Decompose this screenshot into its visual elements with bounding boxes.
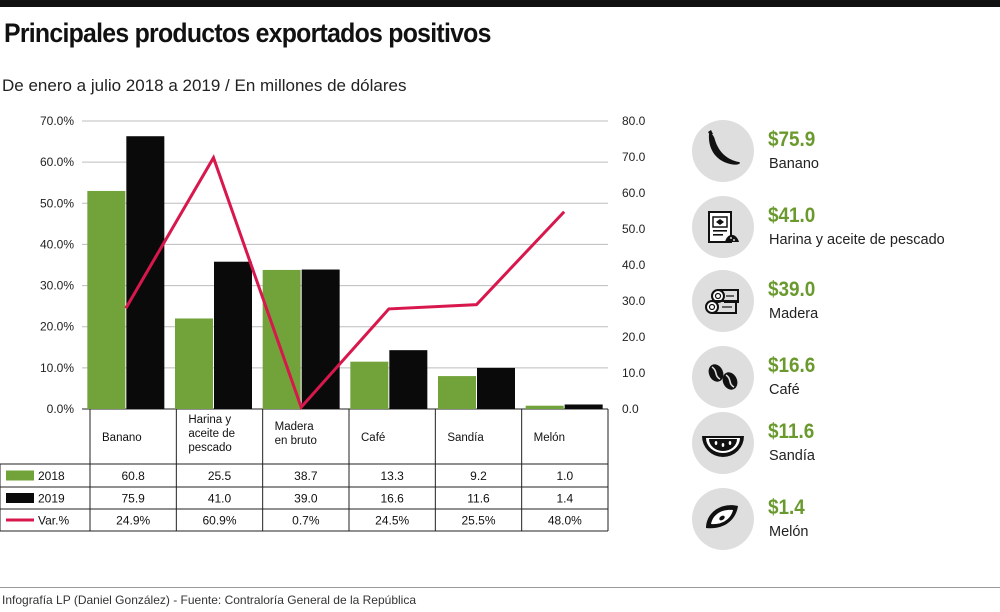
table-cell-value: 9.2 (470, 469, 487, 483)
product-value: $39.0 (768, 278, 816, 301)
variation-line (124, 154, 566, 411)
y-right-tick-label: 20.0 (622, 330, 646, 344)
bar-2019-2 (301, 269, 340, 409)
table-cell-value: 39.0 (294, 492, 318, 506)
category-label: Café (361, 432, 385, 444)
wood-badge (692, 270, 754, 332)
category-label: Banano (102, 432, 142, 444)
table-cell-value: 25.5% (461, 514, 495, 528)
category-label: Madera (275, 421, 315, 433)
footer-rule (0, 587, 1000, 588)
category-label: pescado (188, 442, 231, 454)
fishmeal-icon (708, 211, 739, 243)
table-cell-value: 1.4 (556, 492, 573, 506)
product-value: $11.6 (768, 420, 815, 443)
watermelon-badge (692, 412, 754, 474)
combo-chart: 70.0% 60.0% 50.0% 40.0% 30.0% 20.0% 10.0% 0.0% 8… (0, 114, 646, 532)
y-left-tick-label: 70.0% (40, 114, 74, 128)
y-left-tick-label: 40.0% (40, 237, 74, 251)
table-cell-value: 75.9 (121, 492, 145, 506)
bar-2018-0 (87, 190, 126, 409)
bar-2018-3 (350, 361, 389, 409)
product-label: Sandía (769, 448, 815, 464)
product-label: Café (769, 382, 800, 398)
y-left-tick-label: 0.0% (47, 402, 75, 416)
table-cell-value: 41.0 (208, 492, 232, 506)
y-right-tick-label: 60.0 (622, 186, 646, 200)
category-label: Sandía (447, 432, 484, 444)
top-rule (0, 0, 1000, 7)
table-cell-value: 16.6 (380, 492, 404, 506)
category-label: aceite de (188, 428, 235, 440)
table-cell-value: 24.5% (375, 514, 409, 528)
y-right-tick-label: 80.0 (622, 114, 646, 128)
y-left-tick-label: 50.0% (40, 196, 74, 210)
bar-2019-5 (564, 404, 603, 409)
table-cell-value: 13.3 (380, 469, 404, 483)
banana-icon (708, 130, 740, 165)
product-value: $75.9 (768, 128, 816, 151)
wood-icon (705, 289, 739, 314)
y-left-tick-label: 10.0% (40, 361, 74, 375)
y-right-tick-label: 70.0 (622, 150, 646, 164)
table-cell-value: 38.7 (294, 469, 318, 483)
product-label: Banano (769, 156, 819, 172)
bar-2018-5 (525, 405, 564, 409)
table-cell-value: 11.6 (467, 492, 490, 506)
category-label: Harina y (188, 414, 231, 426)
banana-badge (692, 120, 754, 182)
table-cell-value: 0.7% (292, 514, 320, 528)
product-label: Harina y aceite de pescado (769, 232, 945, 248)
melon-badge (692, 488, 754, 550)
source-footer: Infografía LP (Daniel González) - Fuente… (2, 593, 417, 607)
watermelon-icon (702, 436, 744, 457)
product-value: $41.0 (768, 204, 816, 227)
legend-label: 2019 (38, 492, 65, 506)
legend-label: Var.% (38, 514, 69, 528)
category-label: Melón (534, 432, 565, 444)
bar-2019-1 (214, 261, 252, 409)
y-right-tick-label: 10.0 (622, 366, 646, 380)
bar-2018-1 (175, 318, 213, 409)
bar-2018-4 (438, 376, 476, 409)
product-value: $1.4 (768, 496, 805, 519)
y-right-tick-label: 0.0 (622, 402, 639, 416)
chart-subtitle: De enero a julio 2018 a 2019 / En millon… (2, 76, 407, 95)
table-cell-value: 60.8 (121, 469, 145, 483)
legend-swatch-2018 (6, 470, 34, 481)
legend-swatch-2019 (6, 493, 34, 503)
table-cell-value: 24.9% (116, 514, 150, 528)
legend-label: 2018 (38, 469, 65, 483)
y-right-tick-label: 50.0 (622, 222, 646, 236)
product-label: Melón (769, 524, 809, 540)
y-left-tick-label: 60.0% (40, 155, 74, 169)
y-left-tick-label: 30.0% (40, 279, 74, 293)
y-right-tick-label: 30.0 (622, 294, 646, 308)
table-cell-value: 1.0 (556, 469, 573, 483)
table-cell-value: 25.5 (208, 469, 232, 483)
bar-2019-3 (389, 350, 428, 409)
y-right-tick-label: 40.0 (622, 258, 646, 272)
y-left-tick-label: 20.0% (40, 320, 74, 334)
product-value: $16.6 (768, 354, 816, 377)
fishmeal-badge (692, 196, 754, 258)
bar-2019-4 (477, 367, 515, 409)
coffee-icon (708, 364, 738, 390)
table-cell-value: 48.0% (548, 514, 582, 528)
melon-icon (706, 505, 738, 529)
product-label: Madera (769, 306, 819, 322)
chart-title: Principales productos exportados positiv… (4, 18, 491, 48)
coffee-badge (692, 346, 754, 408)
category-label: en bruto (275, 435, 317, 447)
table-cell-value: 60.9% (202, 514, 236, 528)
